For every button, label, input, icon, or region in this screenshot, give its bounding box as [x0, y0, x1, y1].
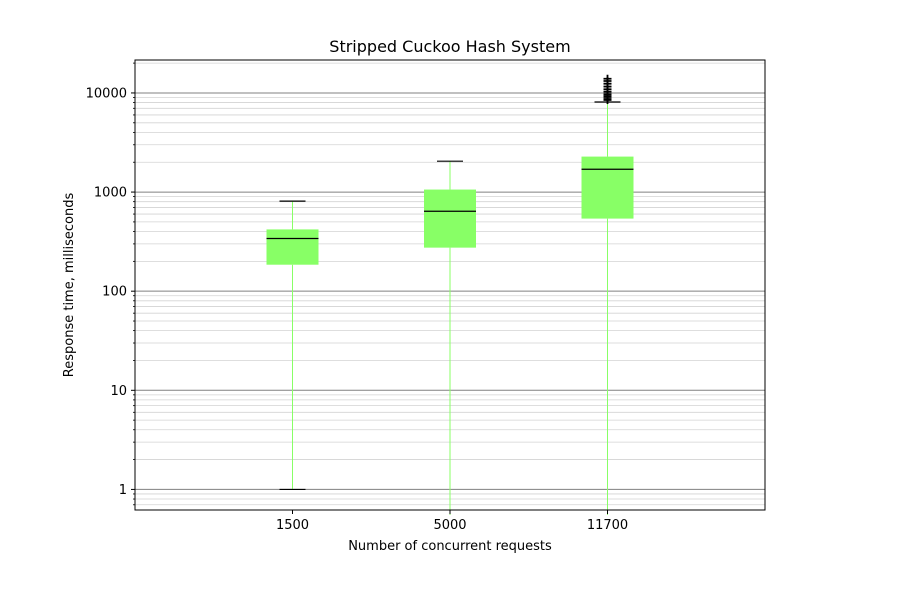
y-tick-label: 100	[102, 285, 127, 300]
box-iqr	[424, 189, 476, 248]
x-tick-label: 11700	[587, 518, 628, 533]
box-group	[266, 200, 319, 491]
box-group	[424, 160, 476, 515]
y-tick-label: 10000	[86, 86, 127, 101]
axes: 1 10 100 1000 10000 1500 5000 11700	[86, 62, 628, 533]
box-iqr	[266, 229, 319, 265]
y-tick-label: 10	[110, 384, 127, 399]
y-tick-label: 1	[119, 483, 127, 498]
y-axis-label: Response time, milliseconds	[62, 193, 77, 378]
outlier-point	[603, 74, 612, 83]
box-iqr	[581, 156, 634, 219]
chart-title: Stripped Cuckoo Hash System	[329, 37, 570, 56]
x-axis-label: Number of concurrent requests	[348, 539, 552, 554]
box-group	[581, 74, 634, 515]
y-tick-label: 1000	[94, 186, 127, 201]
boxes	[266, 74, 634, 515]
x-tick-label: 5000	[433, 518, 466, 533]
x-tick-label: 1500	[276, 518, 309, 533]
